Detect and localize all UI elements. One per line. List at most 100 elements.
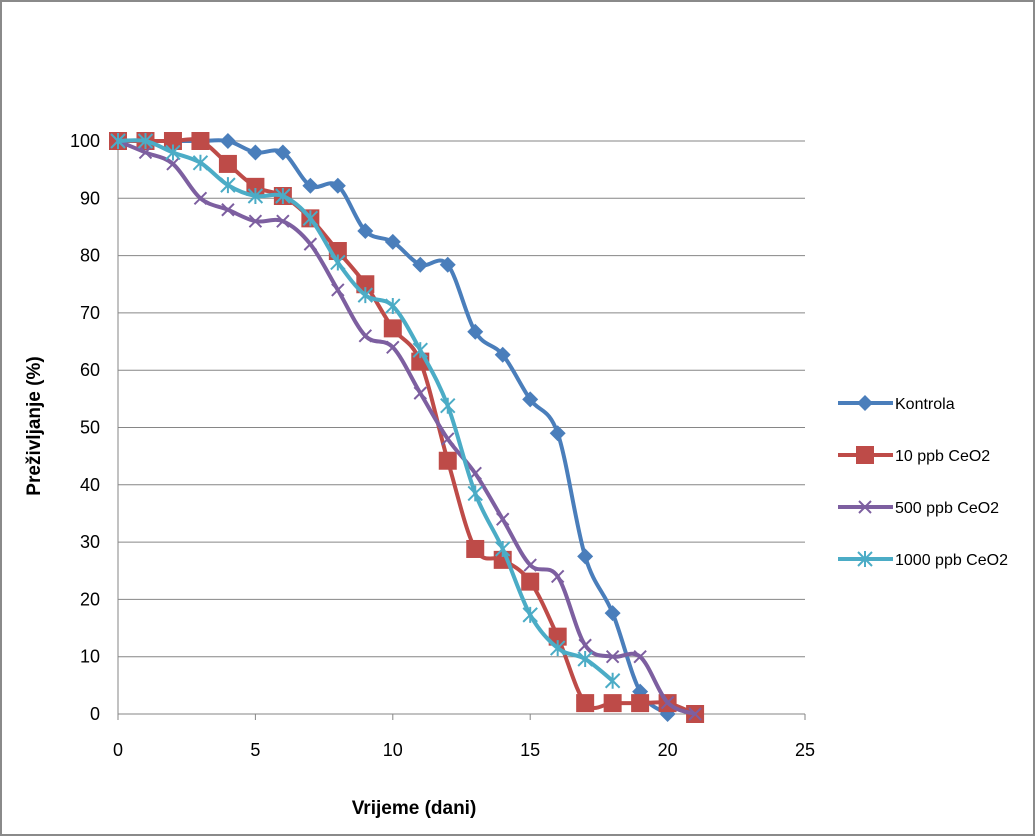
- data-point: [331, 283, 345, 297]
- data-point: [193, 191, 208, 206]
- y-tick-label: 80: [80, 246, 100, 266]
- legend-item: Kontrola: [838, 395, 955, 413]
- x-tick-label: 0: [113, 740, 123, 760]
- x-tick-label: 25: [795, 740, 815, 760]
- y-axis-title: Preživljanje (%): [24, 356, 45, 495]
- data-point: [413, 386, 427, 400]
- legend: Kontrola 10 ppb CeO2 500 ppb CeO2 1000 ppb …: [838, 395, 1008, 569]
- data-point: [357, 222, 374, 239]
- data-point: [604, 672, 621, 689]
- data-point: [383, 319, 402, 338]
- y-tick-label: 100: [70, 131, 100, 151]
- data-point: [412, 342, 428, 359]
- data-point: [440, 397, 456, 414]
- data-point: [466, 539, 485, 558]
- gridlines: [118, 140, 805, 658]
- data-point: [633, 649, 647, 664]
- data-point: [110, 133, 126, 149]
- y-tick-label: 70: [80, 303, 100, 323]
- data-point: [660, 695, 675, 710]
- x-tick-label: 10: [383, 740, 403, 760]
- data-point: [358, 329, 373, 343]
- legend-item: 1000 ppb CeO2: [838, 551, 1008, 569]
- y-tick-label: 30: [80, 532, 100, 552]
- data-point: [192, 154, 209, 171]
- data-point: [548, 627, 567, 646]
- data-point: [631, 694, 650, 713]
- data-point: [191, 132, 210, 150]
- data-point: [467, 485, 483, 502]
- x-tick-label: 20: [658, 740, 678, 760]
- data-point: [303, 237, 318, 251]
- x-tick-label: 5: [250, 740, 260, 760]
- data-point: [138, 145, 153, 160]
- legend-item: 10 ppb CeO2: [838, 446, 990, 465]
- data-point: [221, 203, 235, 217]
- series-group: [109, 132, 705, 723]
- tick-labels: 0 10 20 30 40 50 60 70 80 90 100 0 5 10 15 20 25: [70, 131, 815, 760]
- data-point: [439, 256, 456, 273]
- legend-item: 500 ppb CeO2: [838, 500, 999, 517]
- data-point: [550, 569, 565, 584]
- data-point: [412, 256, 429, 273]
- data-point: [274, 144, 291, 161]
- data-point: [385, 298, 401, 315]
- data-point: [330, 254, 346, 271]
- data-point: [438, 451, 457, 470]
- x-tick-label: 15: [520, 740, 540, 760]
- y-tick-label: 10: [80, 647, 100, 667]
- data-point: [163, 132, 182, 150]
- y-tick-label: 40: [80, 475, 100, 495]
- y-tick-label: 60: [80, 360, 100, 380]
- data-point: [495, 540, 511, 557]
- data-point: [166, 157, 180, 171]
- legend-marker: [857, 395, 873, 411]
- data-point: [604, 605, 621, 622]
- axes: [117, 141, 806, 720]
- legend-label: 10 ppb CeO2: [895, 448, 990, 465]
- data-point: [275, 188, 291, 205]
- legend-label: 500 ppb CeO2: [895, 500, 999, 517]
- x-axis-title: Vrijeme (dani): [352, 798, 477, 819]
- data-point: [248, 214, 263, 228]
- data-point: [220, 177, 236, 194]
- data-point: [523, 558, 537, 572]
- data-point: [219, 133, 236, 149]
- data-point: [603, 694, 622, 713]
- y-tick-label: 90: [80, 188, 100, 208]
- data-point: [357, 287, 374, 304]
- legend-marker: [856, 446, 874, 464]
- legend-label: 1000 ppb CeO2: [895, 552, 1008, 569]
- data-point: [467, 323, 484, 340]
- data-point: [329, 177, 346, 194]
- series-4: [110, 133, 621, 689]
- data-point: [496, 512, 510, 526]
- data-point: [549, 640, 566, 657]
- data-point: [276, 214, 290, 228]
- data-point: [549, 425, 566, 442]
- data-point: [521, 572, 540, 591]
- series-line: [117, 137, 696, 716]
- legend-marker: [857, 551, 873, 567]
- y-tick-label: 50: [80, 418, 100, 438]
- data-point: [137, 133, 154, 149]
- data-point: [577, 548, 594, 565]
- series-line: [117, 139, 696, 716]
- data-point: [494, 346, 511, 363]
- data-point: [441, 432, 455, 446]
- legend-marker: [858, 500, 872, 514]
- data-point: [302, 210, 319, 227]
- data-point: [576, 694, 595, 713]
- data-point: [522, 391, 539, 408]
- data-point: [578, 638, 592, 652]
- data-point: [688, 707, 702, 721]
- data-point: [384, 233, 401, 250]
- data-point: [165, 144, 181, 161]
- data-point: [522, 606, 538, 623]
- data-point: [577, 650, 593, 667]
- data-point: [605, 649, 620, 664]
- y-tick-label: 0: [90, 704, 100, 724]
- data-point: [247, 188, 264, 205]
- legend-label: Kontrola: [895, 396, 955, 413]
- y-tick-label: 20: [80, 589, 100, 609]
